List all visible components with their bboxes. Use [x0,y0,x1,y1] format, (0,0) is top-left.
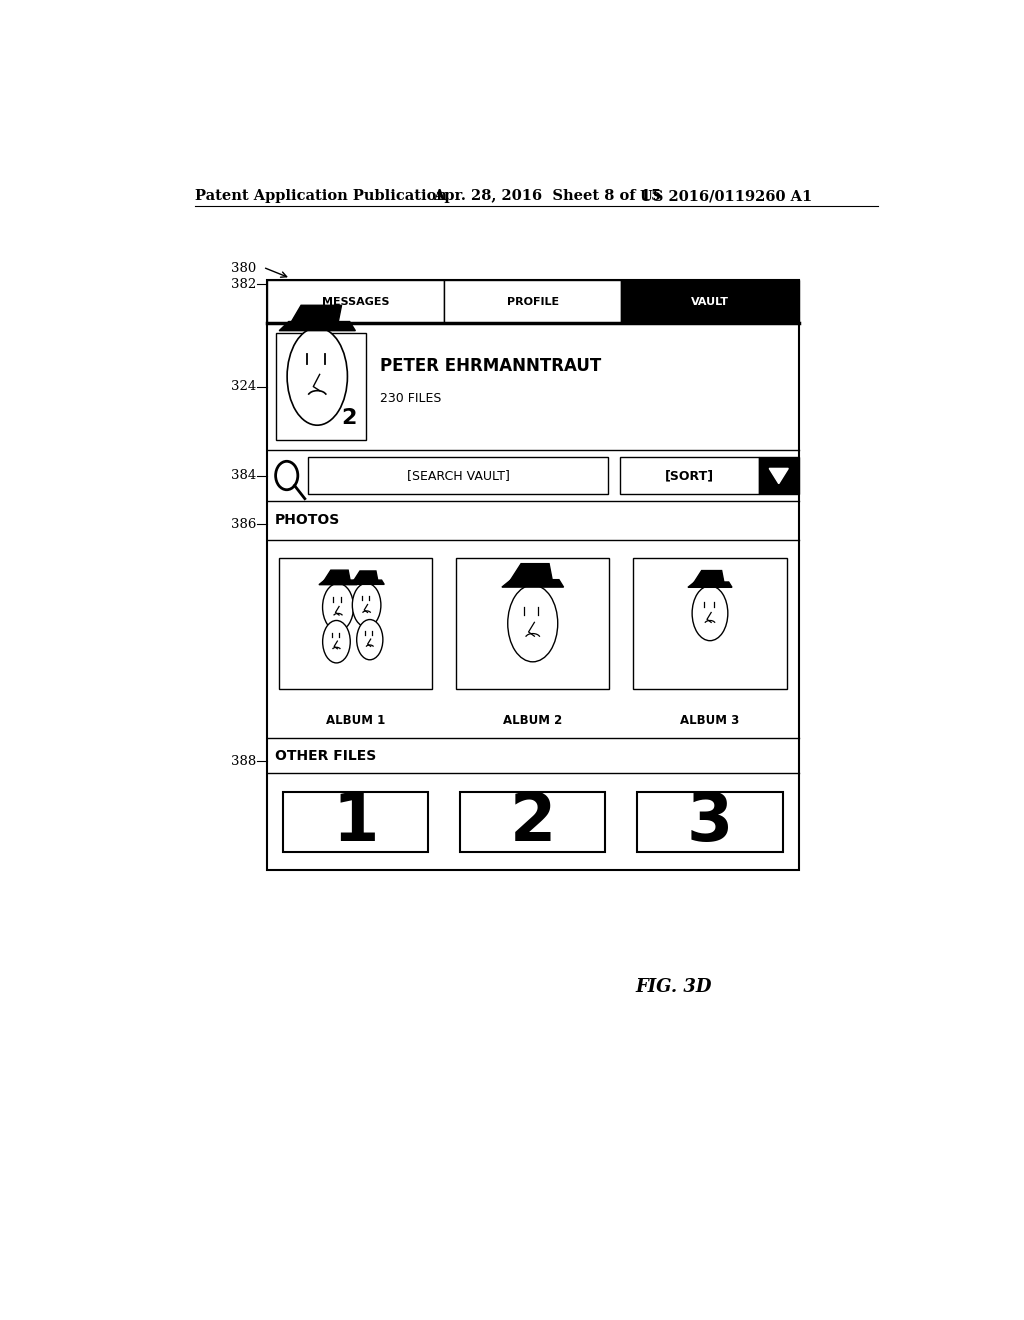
Ellipse shape [356,619,383,660]
Bar [633,558,786,689]
Bar [620,457,759,494]
Text: Apr. 28, 2016  Sheet 8 of 15: Apr. 28, 2016 Sheet 8 of 15 [433,189,662,203]
Polygon shape [502,579,563,587]
Text: 324: 324 [231,380,257,393]
Polygon shape [688,582,732,587]
Polygon shape [353,572,378,581]
Text: [SEARCH VAULT]: [SEARCH VAULT] [407,469,510,482]
Polygon shape [280,322,355,331]
Ellipse shape [352,583,381,627]
Text: 388: 388 [231,755,257,768]
Ellipse shape [508,585,558,661]
Bar [637,792,782,851]
Ellipse shape [323,620,350,663]
Text: PETER EHRMANNTRAUT: PETER EHRMANNTRAUT [380,358,602,375]
Bar [460,792,605,851]
Text: 3: 3 [687,788,733,854]
Polygon shape [290,305,342,323]
Text: MESSAGES: MESSAGES [322,297,389,306]
Text: ALBUM 2: ALBUM 2 [503,714,562,727]
Text: US 2016/0119260 A1: US 2016/0119260 A1 [640,189,812,203]
Ellipse shape [692,586,728,640]
Ellipse shape [287,327,347,425]
Ellipse shape [323,583,353,631]
Bar [276,333,367,440]
Text: [SORT]: [SORT] [665,469,714,482]
Bar [622,280,799,323]
Text: 2: 2 [510,788,556,854]
Polygon shape [769,469,788,483]
Bar [456,558,609,689]
Text: ALBUM 1: ALBUM 1 [326,714,385,727]
Bar [308,457,608,494]
Text: 382: 382 [231,279,257,290]
Text: 2: 2 [341,408,356,428]
Polygon shape [318,579,357,585]
Text: 386: 386 [231,517,257,531]
Text: 230 FILES: 230 FILES [380,392,441,405]
Polygon shape [693,570,724,583]
Bar [267,280,444,323]
Text: OTHER FILES: OTHER FILES [274,748,376,763]
Text: 384: 384 [231,469,257,482]
Text: FIG. 3D: FIG. 3D [636,978,713,995]
Bar [279,558,432,689]
Polygon shape [324,570,350,581]
Bar [759,457,799,494]
Text: Patent Application Publication: Patent Application Publication [196,189,447,203]
Text: VAULT: VAULT [691,297,729,306]
Text: 380: 380 [231,261,257,275]
Text: PROFILE: PROFILE [507,297,559,306]
Polygon shape [349,579,384,585]
Text: ALBUM 3: ALBUM 3 [680,714,739,727]
Bar [283,792,428,851]
Text: 1: 1 [332,788,379,854]
Text: PHOTOS: PHOTOS [274,513,340,527]
Bar [444,280,622,323]
Bar [267,280,799,870]
Polygon shape [509,564,553,582]
